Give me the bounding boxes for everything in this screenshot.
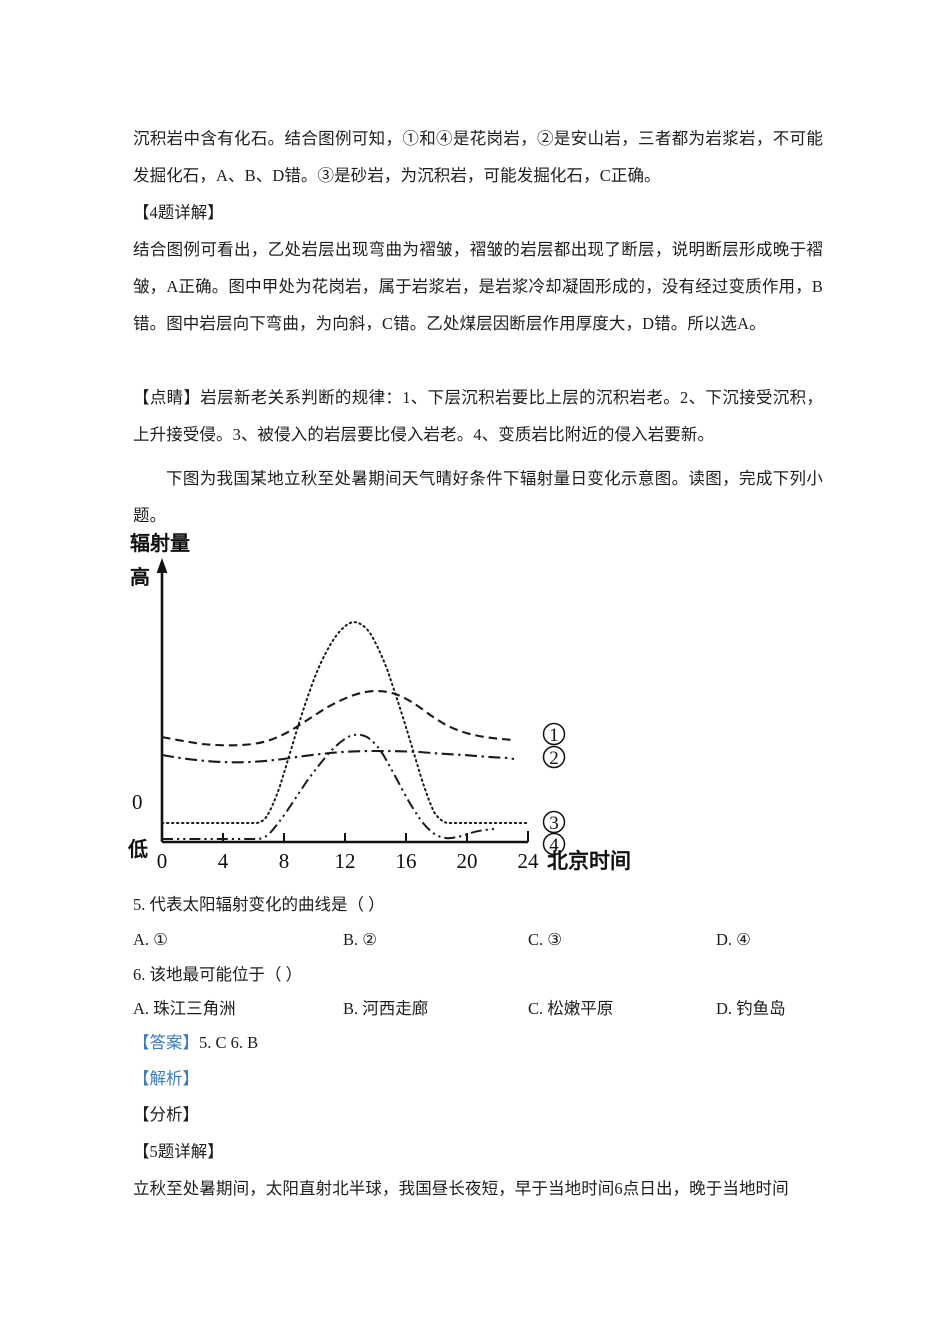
question-5-option-b[interactable]: B. ②	[343, 930, 378, 949]
svg-text:低: 低	[127, 837, 148, 861]
paragraph-2: 结合图例可看出，乙处岩层出现弯曲为褶皱，褶皱的岩层都出现了断层，说明断层形成晚于…	[133, 240, 823, 333]
svg-text:16: 16	[396, 849, 417, 873]
paragraph-3-key-points: 【点睛】岩层新老关系判断的规律：1、下层沉积岩要比上层的沉积岩老。2、下沉接受沉…	[133, 388, 823, 444]
svg-text:20: 20	[457, 849, 478, 873]
question-6-options: A. 珠江三角洲 B. 河西走廊 C. 松嫩平原 D. 钓鱼岛	[0, 994, 950, 1024]
svg-text:高: 高	[130, 565, 150, 589]
svg-text:2: 2	[549, 748, 559, 769]
question-5-option-a[interactable]: A. ①	[133, 930, 168, 949]
radiation-daily-variation-chart: 辐射量 高 0 低	[110, 528, 690, 880]
question-intro: 下图为我国某地立秋至处暑期间天气晴好条件下辐射量日变化示意图。读图，完成下列小题…	[133, 469, 823, 525]
paragraph-last: 立秋至处暑期间，太阳直射北半球，我国昼长夜短，早于当地时间6点日出，晚于当地时间	[133, 1179, 789, 1198]
svg-text:3: 3	[549, 813, 559, 834]
svg-text:4: 4	[218, 849, 229, 873]
section-tag-analysis: 【分析】	[133, 1105, 199, 1124]
explanation-label: 【解析】	[133, 1069, 199, 1088]
answer-value: 5. C 6. B	[199, 1033, 259, 1052]
svg-text:1: 1	[549, 725, 559, 746]
question-6-option-b[interactable]: B. 河西走廊	[343, 999, 429, 1018]
svg-text:4: 4	[549, 835, 559, 856]
svg-text:24: 24	[518, 849, 540, 873]
svg-text:辐射量: 辐射量	[130, 531, 190, 555]
section-tag-q5: 【5题详解】	[133, 1142, 224, 1161]
curve-label-2: 2	[542, 745, 566, 769]
explanation-label-line: 【解析】	[133, 1062, 199, 1096]
svg-text:北京时间: 北京时间	[547, 849, 631, 873]
section-tag-q4: 【4题详解】	[133, 203, 224, 222]
paragraph-1: 沉积岩中含有化石。结合图例可知，①和④是花岗岩，②是安山岩，三者都为岩浆岩，不可…	[133, 129, 823, 185]
curve-4-path	[162, 733, 495, 840]
question-6-option-d[interactable]: D. 钓鱼岛	[716, 999, 786, 1018]
curve-2-path	[161, 749, 515, 764]
question-5-option-d[interactable]: D. ④	[716, 930, 751, 949]
curve-label-4: 4	[542, 832, 566, 856]
curve-3-path	[161, 620, 529, 824]
question-6-option-a[interactable]: A. 珠江三角洲	[133, 999, 236, 1018]
curve-1-path	[161, 689, 513, 747]
svg-text:12: 12	[335, 849, 356, 873]
question-5-option-c[interactable]: C. ③	[528, 930, 563, 949]
svg-text:0: 0	[157, 849, 168, 873]
question-5-stem: 5. 代表太阳辐射变化的曲线是（ ）	[133, 895, 385, 914]
answer-label: 【答案】	[133, 1033, 199, 1052]
svg-text:8: 8	[279, 849, 290, 873]
question-6-stem: 6. 该地最可能位于（ ）	[133, 965, 303, 984]
curve-label-1: 1	[542, 722, 566, 746]
question-5-options: A. ① B. ② C. ③ D. ④	[0, 925, 950, 955]
curve-label-3: 3	[542, 810, 566, 834]
answer-line: 【答案】5. C 6. B	[133, 1026, 258, 1060]
question-6-option-c[interactable]: C. 松嫩平原	[528, 999, 614, 1018]
svg-text:0: 0	[132, 790, 143, 814]
